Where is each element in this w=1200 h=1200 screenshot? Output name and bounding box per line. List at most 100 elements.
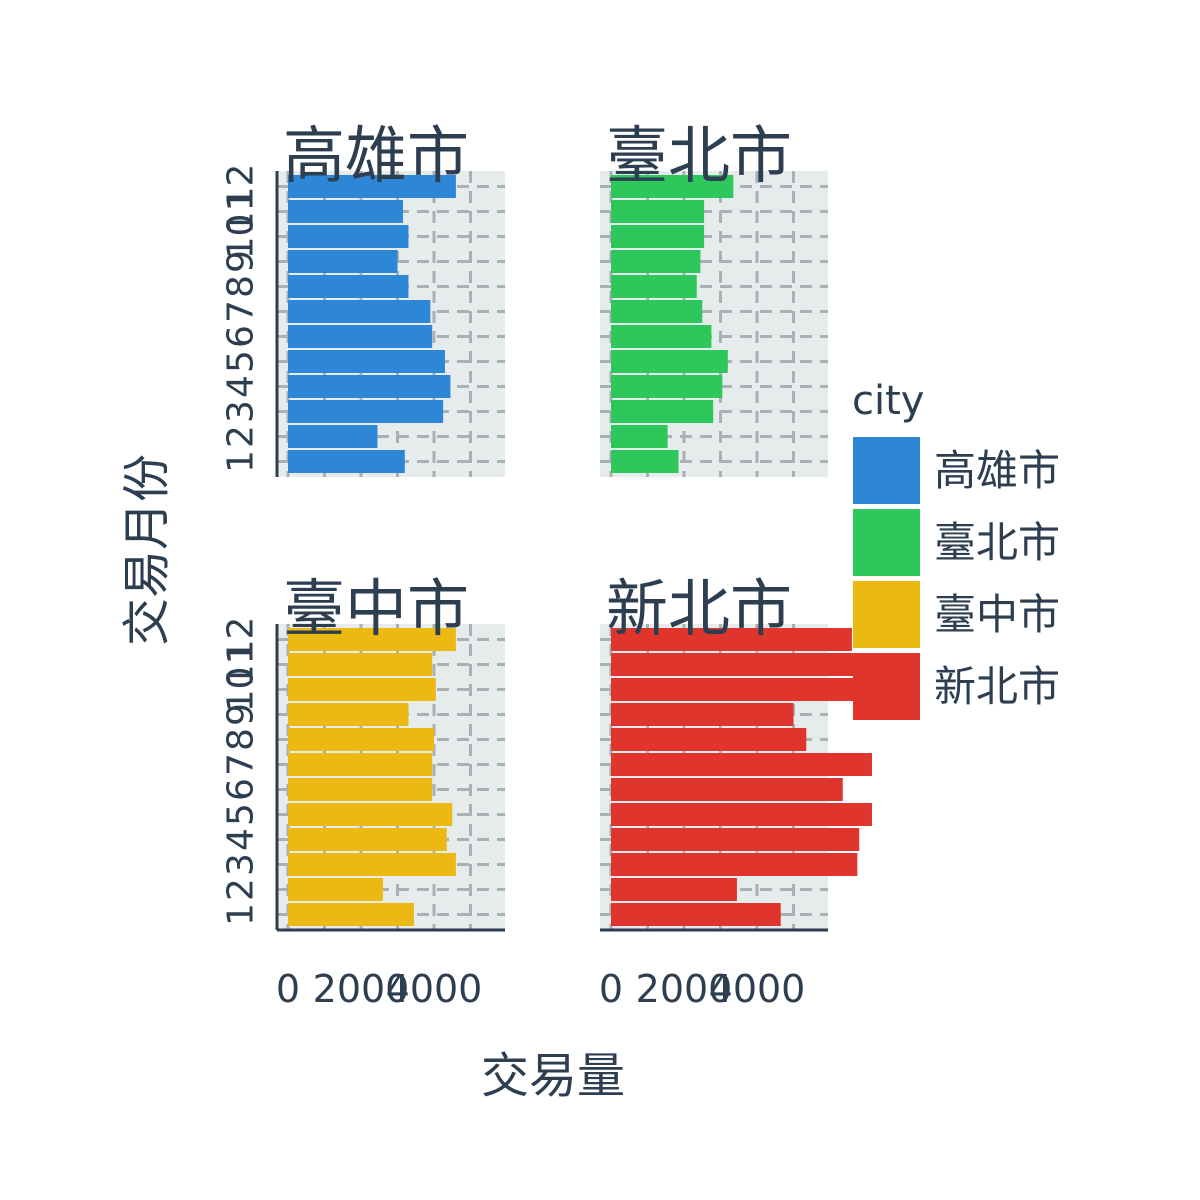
y-tick-label: 8: [221, 728, 262, 751]
bar: [288, 175, 456, 198]
bar: [288, 803, 453, 826]
y-tick-label: 2: [221, 878, 262, 901]
y-tick-label: 9: [221, 703, 262, 726]
x-tick-label: 4000: [386, 967, 483, 1011]
bar: [611, 400, 714, 423]
bar: [611, 853, 858, 876]
x-tick-label: 4000: [709, 967, 806, 1011]
legend-label: 臺中市: [934, 590, 1060, 639]
y-tick-label: 12: [221, 164, 262, 210]
bar: [611, 250, 701, 273]
bar: [611, 450, 679, 473]
legend-swatch: [853, 653, 920, 720]
legend-title: city: [852, 378, 924, 424]
bar: [611, 350, 728, 373]
y-tick-label: 10: [221, 667, 262, 713]
bar: [611, 275, 697, 298]
bar: [288, 375, 451, 398]
y-tick-label: 3: [221, 400, 262, 423]
bar: [611, 753, 872, 776]
bar: [288, 300, 431, 323]
y-tick-label: 4: [221, 828, 262, 851]
bar: [611, 325, 712, 348]
y-tick-label: 3: [221, 853, 262, 876]
facet-title: 臺北市: [606, 119, 792, 192]
y-tick-label: 8: [221, 275, 262, 298]
facet-panel: 臺北市: [600, 119, 828, 477]
y-axis-label: 交易月份: [119, 454, 175, 646]
bar: [288, 778, 433, 801]
bar: [611, 778, 843, 801]
bar: [611, 678, 860, 701]
y-tick-label: 7: [221, 753, 262, 776]
bar: [288, 450, 405, 473]
bar: [288, 275, 409, 298]
x-tick-label: 0: [276, 967, 300, 1011]
y-tick-label: 11: [221, 642, 262, 688]
bar: [611, 628, 852, 651]
bar: [288, 828, 447, 851]
bar: [288, 400, 444, 423]
bar: [288, 200, 403, 223]
bar: [611, 375, 723, 398]
facet-title: 新北市: [606, 572, 792, 645]
legend-label: 臺北市: [934, 518, 1060, 567]
bar: [611, 728, 807, 751]
legend-swatch: [853, 509, 920, 576]
bar: [288, 628, 456, 651]
bar: [288, 703, 409, 726]
bar: [288, 350, 445, 373]
legend-label: 高雄市: [934, 446, 1060, 495]
bar: [288, 425, 378, 448]
x-axis-label: 交易量: [481, 1048, 625, 1104]
y-tick-label: 5: [221, 803, 262, 826]
bar: [288, 878, 383, 901]
bar: [611, 175, 734, 198]
bar: [288, 325, 433, 348]
bar: [611, 828, 860, 851]
bar: [288, 853, 456, 876]
bar: [611, 703, 794, 726]
y-tick-label: 4: [221, 375, 262, 398]
bar: [288, 728, 434, 751]
bar: [288, 225, 409, 248]
y-tick-label: 6: [221, 778, 262, 801]
y-tick-label: 9: [221, 250, 262, 273]
bar: [611, 878, 737, 901]
y-tick-label: 2: [221, 425, 262, 448]
bar: [288, 653, 433, 676]
y-tick-label: 6: [221, 325, 262, 348]
bar: [288, 903, 414, 926]
y-tick-label: 5: [221, 350, 262, 373]
y-tick-label: 1: [221, 903, 262, 926]
legend-swatch: [853, 437, 920, 504]
legend-label: 新北市: [934, 662, 1060, 711]
facet-title: 臺中市: [283, 572, 469, 645]
bar: [611, 200, 705, 223]
x-tick-label: 0: [599, 967, 623, 1011]
facet-title: 高雄市: [283, 119, 469, 192]
legend-swatch: [853, 581, 920, 648]
bar: [611, 300, 703, 323]
y-tick-label: 12: [221, 617, 262, 663]
bar: [288, 678, 436, 701]
bar: [611, 653, 862, 676]
bar: [288, 753, 433, 776]
x-tick-label: 2000: [636, 967, 733, 1011]
y-tick-label: 7: [221, 300, 262, 323]
x-tick-label: 2000: [313, 967, 410, 1011]
bar: [288, 250, 398, 273]
bar: [611, 903, 781, 926]
y-tick-label: 10: [221, 214, 262, 260]
bar: [611, 803, 872, 826]
y-tick-label: 11: [221, 189, 262, 235]
bar: [611, 225, 705, 248]
bar: [611, 425, 668, 448]
y-tick-label: 1: [221, 450, 262, 473]
